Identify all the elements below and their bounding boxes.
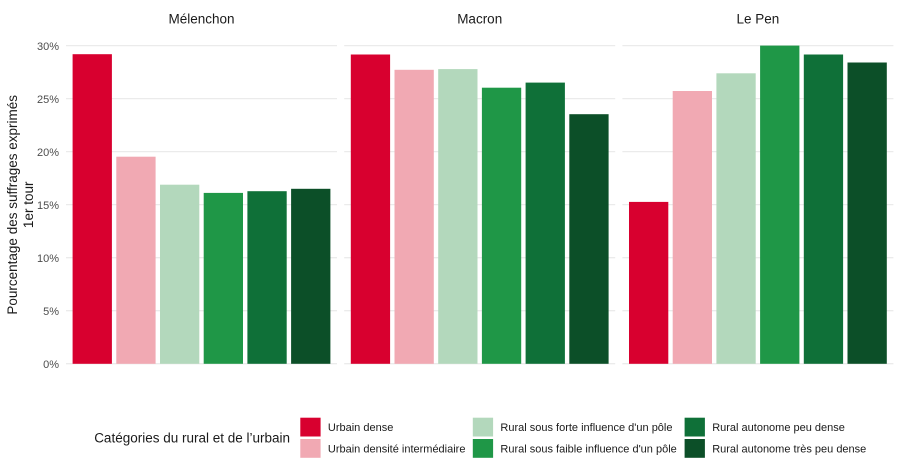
svg-text:25%: 25% <box>37 94 59 106</box>
svg-text:15%: 15% <box>37 200 59 212</box>
svg-text:Macron: Macron <box>457 12 502 27</box>
svg-text:0%: 0% <box>43 359 59 371</box>
svg-text:Mélenchon: Mélenchon <box>168 12 234 27</box>
svg-text:Pourcentage des suffrages expr: Pourcentage des suffrages exprimés <box>5 95 20 315</box>
svg-text:1er tour: 1er tour <box>21 181 36 228</box>
svg-text:20%: 20% <box>37 147 59 159</box>
svg-text:Rural autonome très peu dense: Rural autonome très peu dense <box>712 443 866 455</box>
svg-text:30%: 30% <box>37 41 59 53</box>
svg-text:Urbain dense: Urbain dense <box>328 422 393 434</box>
svg-text:10%: 10% <box>37 253 59 265</box>
svg-text:5%: 5% <box>43 306 59 318</box>
svg-text:Catégories du rural et de l’ur: Catégories du rural et de l’urbain <box>94 430 290 445</box>
svg-text:Rural autonome peu dense: Rural autonome peu dense <box>712 422 845 434</box>
svg-text:Rural sous forte influence d'u: Rural sous forte influence d'un pôle <box>500 422 672 434</box>
svg-text:Rural sous faible influence d': Rural sous faible influence d'un pôle <box>500 443 676 455</box>
svg-text:Urbain densité intermédiaire: Urbain densité intermédiaire <box>328 443 466 455</box>
svg-text:Le Pen: Le Pen <box>737 12 780 27</box>
